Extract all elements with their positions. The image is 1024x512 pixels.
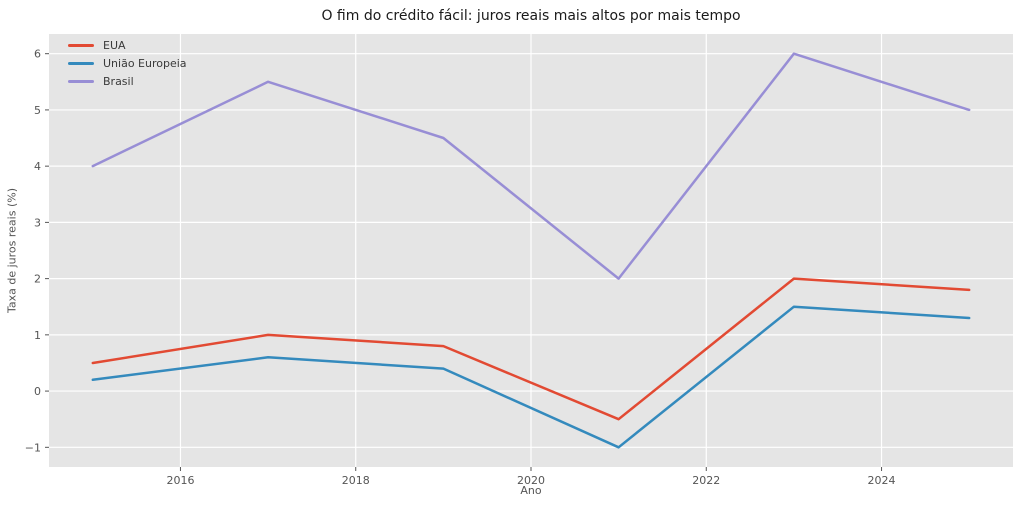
legend: EUA União Europeia Brasil	[68, 39, 187, 88]
x-tick-label: 2024	[868, 474, 896, 487]
legend-line-swatch	[68, 80, 94, 83]
legend-line-swatch	[68, 62, 94, 65]
x-tick-label: 2022	[692, 474, 720, 487]
y-tick-label: 1	[34, 329, 41, 342]
y-tick-label: 3	[34, 216, 41, 229]
legend-item: Brasil	[68, 75, 187, 88]
series-line-união-europeia	[91, 305, 971, 449]
y-tick-label: 2	[34, 273, 41, 286]
y-axis-label: Taxa de juros reais (%)	[5, 188, 19, 314]
y-tick-label: 0	[34, 385, 41, 398]
x-tick-label: 2020	[517, 474, 545, 487]
legend-label: EUA	[103, 39, 126, 52]
x-tick-label: 2018	[342, 474, 370, 487]
legend-label: Brasil	[103, 75, 134, 88]
legend-item: EUA	[68, 39, 187, 52]
legend-item: União Europeia	[68, 57, 187, 70]
chart-title: O fim do crédito fácil: juros reais mais…	[321, 8, 741, 24]
legend-label: União Europeia	[103, 57, 187, 70]
y-tick-label: 5	[34, 104, 41, 117]
y-tick-label: 4	[34, 160, 41, 173]
y-tick-label: 6	[34, 48, 41, 61]
series-line-brasil	[91, 52, 971, 280]
series-line-eua	[91, 277, 971, 421]
x-tick-label: 2016	[166, 474, 194, 487]
legend-line-swatch	[68, 44, 94, 47]
x-axis-label: Ano	[520, 484, 542, 497]
y-tick-label: −1	[25, 441, 41, 454]
